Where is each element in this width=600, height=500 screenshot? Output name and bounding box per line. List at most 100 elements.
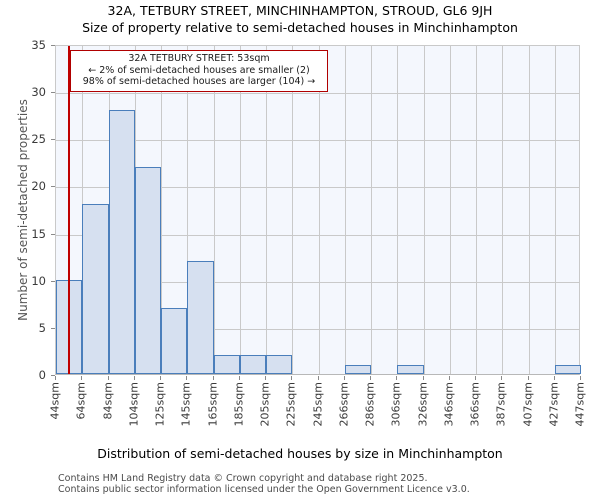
gridline-horizontal (56, 281, 579, 283)
x-axis-tick-mark (238, 376, 240, 380)
y-axis-tick-mark (51, 139, 55, 141)
y-axis-tick-mark (51, 92, 55, 94)
gridline-vertical (449, 46, 451, 374)
x-axis-tick-mark (265, 376, 266, 380)
x-axis-tick-mark (81, 376, 83, 380)
x-axis-tick-label: 64sqm (74, 382, 88, 420)
x-axis-tick-label: 145sqm (179, 382, 193, 427)
y-axis-tick-label: 0 (38, 368, 46, 382)
x-axis-tick-mark (291, 376, 293, 380)
histogram-bar (397, 364, 424, 374)
x-axis-tick-label: 205sqm (258, 382, 272, 427)
histogram-bar (108, 110, 135, 374)
histogram-bar (344, 364, 371, 374)
gridline-vertical (344, 46, 346, 374)
gridline-vertical (239, 46, 241, 374)
x-axis-tick-mark (160, 376, 161, 380)
gridline-horizontal (56, 234, 579, 236)
gridline-vertical (371, 46, 372, 374)
x-axis-tick-mark (186, 376, 188, 380)
gridline-horizontal (56, 93, 579, 95)
x-axis-tick-mark (370, 376, 371, 380)
x-axis-tick-mark (396, 376, 398, 380)
x-axis-tick-mark (133, 376, 135, 380)
x-axis-tick-label: 387sqm (494, 382, 508, 427)
histogram-bar (161, 308, 188, 374)
histogram-bar (134, 166, 161, 374)
histogram-bar (266, 355, 293, 374)
footer-line-2: Contains public sector information licen… (58, 484, 470, 495)
footer-attribution: Contains HM Land Registry data © Crown c… (58, 473, 470, 495)
annotation-box: 32A TETBURY STREET: 53sqm ← 2% of semi-d… (70, 50, 328, 92)
x-axis-tick-label: 125sqm (153, 382, 167, 427)
histogram-bar (554, 364, 581, 374)
gridline-horizontal (56, 187, 579, 189)
histogram-bar (239, 355, 266, 374)
x-axis-tick-label: 346sqm (442, 382, 456, 427)
x-axis-tick-label: 286sqm (363, 382, 377, 427)
y-axis-tick-label: 15 (31, 226, 46, 241)
gridline-horizontal (56, 328, 579, 330)
gridline-vertical (266, 46, 267, 374)
x-axis-tick-label: 427sqm (547, 382, 561, 427)
y-axis-tick-mark (51, 233, 55, 235)
x-axis-tick-label: 447sqm (573, 382, 587, 427)
x-axis-label: Distribution of semi-detached houses by … (97, 446, 503, 461)
x-axis-tick-label: 366sqm (468, 382, 482, 427)
histogram-bar (187, 260, 214, 374)
x-axis-tick-mark (448, 376, 450, 380)
x-axis-tick-mark (422, 376, 424, 380)
x-axis-tick-label: 44sqm (48, 382, 62, 420)
y-axis-tick-mark (51, 45, 55, 46)
x-axis-tick-mark (317, 376, 319, 380)
y-axis-tick-label: 10 (31, 273, 46, 288)
marker-line (67, 46, 70, 374)
y-axis-tick-label: 5 (38, 320, 46, 335)
x-axis-tick-label: 185sqm (232, 382, 246, 427)
x-axis-tick-label: 306sqm (389, 382, 403, 427)
y-axis-tick-label: 35 (31, 38, 46, 52)
gridline-vertical (528, 46, 530, 374)
y-axis-tick-mark (51, 327, 55, 329)
gridline-horizontal (56, 140, 579, 142)
y-axis-tick-mark (51, 280, 55, 282)
y-axis-tick-mark (51, 375, 55, 376)
annotation-line-1: 32A TETBURY STREET: 53sqm (128, 53, 270, 64)
gridline-vertical (187, 46, 189, 374)
x-axis-tick-mark (580, 376, 581, 380)
gridline-vertical (292, 46, 294, 374)
y-axis-tick-label: 20 (31, 179, 46, 194)
y-axis-tick-label: 30 (31, 85, 46, 100)
x-axis-tick-label: 84sqm (101, 382, 114, 420)
x-axis-tick-mark (107, 376, 109, 380)
x-axis-tick-label: 225sqm (284, 382, 298, 427)
x-axis-tick-label: 245sqm (311, 382, 324, 427)
y-axis-tick-mark (51, 186, 55, 188)
x-axis-tick-label: 266sqm (337, 382, 351, 427)
x-axis-tick-mark (55, 376, 56, 380)
gridline-vertical (397, 46, 399, 374)
chart-title-subtitle: Size of property relative to semi-detach… (82, 20, 518, 35)
gridline-vertical (213, 46, 215, 374)
x-axis-tick-mark (475, 376, 476, 380)
x-axis-tick-label: 326sqm (416, 382, 429, 427)
gridline-vertical (502, 46, 504, 374)
x-axis-tick-mark (527, 376, 529, 380)
annotation-line-3: 98% of semi-detached houses are larger (… (82, 76, 316, 87)
gridline-vertical (423, 46, 425, 374)
x-axis-tick-label: 104sqm (127, 382, 141, 427)
x-axis-tick-mark (343, 376, 345, 380)
plot-area (55, 45, 581, 375)
chart-title-address: 32A, TETBURY STREET, MINCHINHAMPTON, STR… (107, 3, 493, 18)
x-axis-tick-label: 407sqm (521, 382, 534, 427)
gridline-vertical (476, 46, 477, 374)
x-axis-tick-mark (553, 376, 555, 380)
x-axis-tick-label: 165sqm (206, 382, 219, 427)
y-axis-tick-label: 25 (31, 132, 46, 147)
x-axis-tick-mark (501, 376, 503, 380)
gridline-vertical (318, 46, 320, 374)
x-axis-tick-mark (212, 376, 214, 380)
footer-line-1: Contains HM Land Registry data © Crown c… (58, 473, 428, 484)
gridline-vertical (161, 46, 162, 374)
